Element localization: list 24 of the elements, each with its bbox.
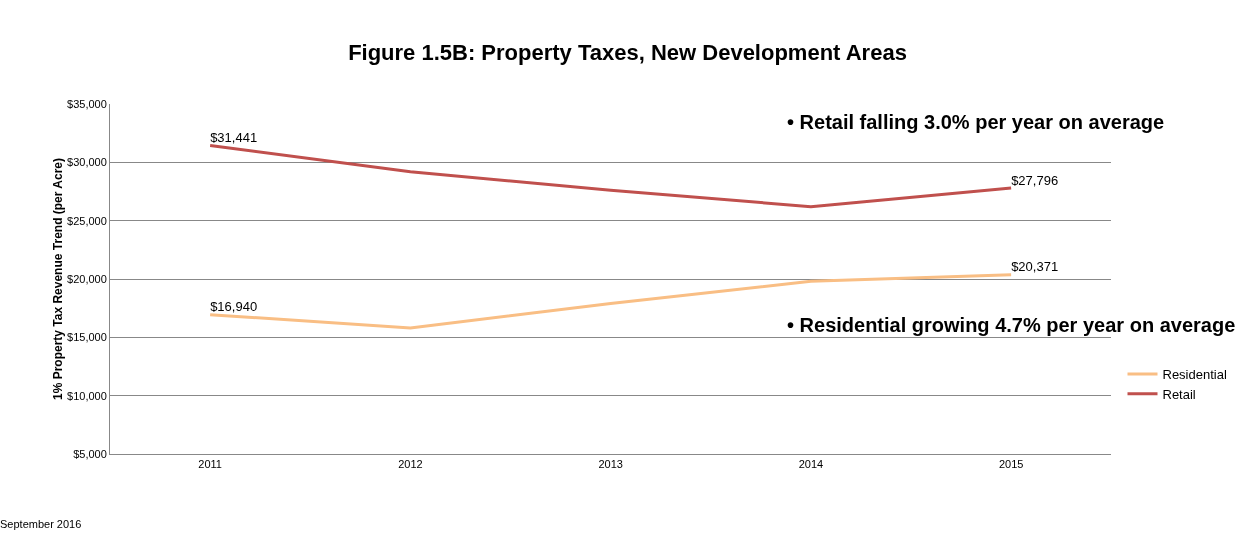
legend-label: Retail (1162, 386, 1196, 402)
x-tick-label: 2012 (398, 458, 423, 471)
y-tick-label: $25,000 (67, 214, 107, 227)
annotation: • Residential growing 4.7% per year on average (787, 314, 1236, 336)
text: September 2016 (0, 518, 82, 530)
y-tick-label: $5,000 (73, 447, 107, 460)
y-tick-label: $30,000 (67, 156, 107, 169)
data-label: $16,940 (210, 299, 258, 315)
x-tick-label: 2015 (998, 458, 1024, 471)
x-tick-label: 2011 (198, 458, 222, 471)
y-tick-label: $20,000 (67, 272, 107, 285)
line-series (208, 144, 1013, 209)
y-tick-label: $10,000 (67, 389, 107, 402)
data-label: $27,796 (1011, 172, 1059, 188)
chart-title: Figure 1.5B: Property Taxes, New Development Areas (348, 40, 907, 66)
legend-label: Residential (1162, 367, 1227, 383)
x-tick-label: 2014 (798, 458, 824, 471)
annotation: • Retail falling 3.0% per year on average (787, 111, 1165, 133)
y-tick-label: $15,000 (67, 331, 107, 344)
y-axis-title: 1% Property Tax Revenue Trend (per Acre) (51, 157, 66, 401)
data-label: $31,441 (210, 130, 258, 146)
x-tick-label: 2013 (598, 458, 623, 471)
data-label: $20,371 (1011, 259, 1059, 275)
y-tick-label: $35,000 (67, 97, 107, 110)
